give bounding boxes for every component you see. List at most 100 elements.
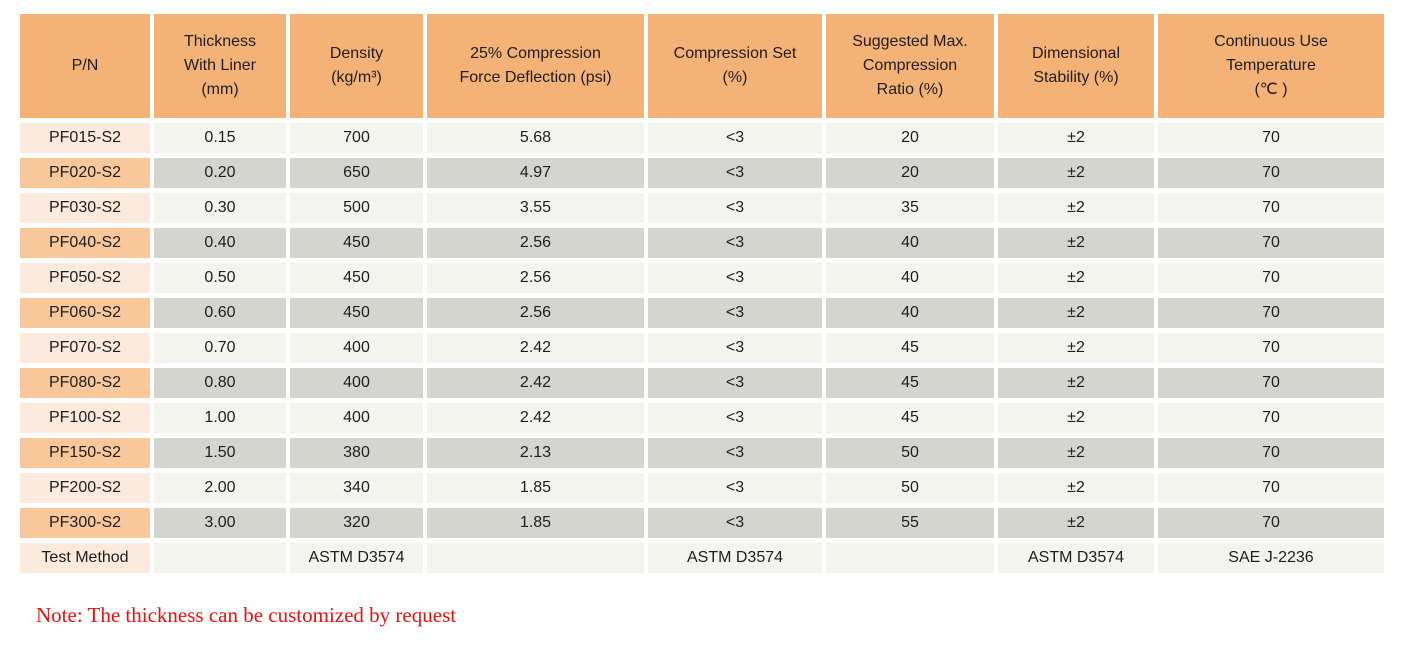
value-cell: <3 [648,298,822,328]
value-cell: 400 [290,403,423,433]
value-cell: <3 [648,438,822,468]
value-cell: 70 [1158,298,1384,328]
column-header: Thickness With Liner (mm) [154,14,286,118]
value-cell: 450 [290,298,423,328]
value-cell: ±2 [998,473,1154,503]
table-row: PF100-S2 1.00 400 2.42 <3 45 ±2 70 [20,403,1384,433]
value-cell: 40 [826,298,994,328]
pn-cell: PF040-S2 [20,228,150,258]
table-row: PF015-S2 0.15 700 5.68 <3 20 ±2 70 [20,123,1384,153]
value-cell: 450 [290,228,423,258]
table-row: PF080-S2 0.80 400 2.42 <3 45 ±2 70 [20,368,1384,398]
pn-cell: PF015-S2 [20,123,150,153]
value-cell: <3 [648,193,822,223]
value-cell: 700 [290,123,423,153]
test-method-value-cell [826,543,994,573]
value-cell: 400 [290,333,423,363]
table-row: PF020-S2 0.20 650 4.97 <3 20 ±2 70 [20,158,1384,188]
pn-cell: PF030-S2 [20,193,150,223]
value-cell: ±2 [998,403,1154,433]
value-cell: 40 [826,263,994,293]
value-cell: ±2 [998,193,1154,223]
test-method-row: Test Method ASTM D3574 ASTM D3574 ASTM D357… [20,543,1384,573]
test-method-label-cell: Test Method [20,543,150,573]
value-cell: <3 [648,508,822,538]
value-cell: 70 [1158,158,1384,188]
value-cell: 1.50 [154,438,286,468]
value-cell: 500 [290,193,423,223]
value-cell: 3.00 [154,508,286,538]
value-cell: ±2 [998,368,1154,398]
value-cell: 2.56 [427,298,644,328]
value-cell: 70 [1158,333,1384,363]
test-method-value-cell: SAE J-2236 [1158,543,1384,573]
pn-cell: PF080-S2 [20,368,150,398]
value-cell: 55 [826,508,994,538]
value-cell: 1.00 [154,403,286,433]
value-cell: 2.13 [427,438,644,468]
column-header: Dimensional Stability (%) [998,14,1154,118]
value-cell: ±2 [998,298,1154,328]
value-cell: 70 [1158,193,1384,223]
pn-cell: PF300-S2 [20,508,150,538]
value-cell: 1.85 [427,473,644,503]
value-cell: 2.42 [427,333,644,363]
test-method-value-cell [427,543,644,573]
table-row: PF030-S2 0.30 500 3.55 <3 35 ±2 70 [20,193,1384,223]
value-cell: 70 [1158,473,1384,503]
value-cell: 20 [826,123,994,153]
value-cell: <3 [648,473,822,503]
pn-cell: PF060-S2 [20,298,150,328]
value-cell: 340 [290,473,423,503]
value-cell: 0.15 [154,123,286,153]
value-cell: <3 [648,228,822,258]
value-cell: 0.20 [154,158,286,188]
value-cell: 400 [290,368,423,398]
spec-table-container: P/N Thickness With Liner (mm) Density (kg/… [16,9,1388,578]
table-row: PF040-S2 0.40 450 2.56 <3 40 ±2 70 [20,228,1384,258]
value-cell: 45 [826,368,994,398]
value-cell: 2.56 [427,263,644,293]
value-cell: 20 [826,158,994,188]
value-cell: ±2 [998,508,1154,538]
value-cell: 70 [1158,263,1384,293]
pn-cell: PF050-S2 [20,263,150,293]
thickness-note: Note: The thickness can be customized by… [36,603,457,627]
value-cell: 0.40 [154,228,286,258]
value-cell: ±2 [998,263,1154,293]
column-header: 25% Compression Force Deflection (psi) [427,14,644,118]
value-cell: <3 [648,158,822,188]
pn-cell: PF070-S2 [20,333,150,363]
value-cell: <3 [648,403,822,433]
table-row: PF070-S2 0.70 400 2.42 <3 45 ±2 70 [20,333,1384,363]
value-cell: 45 [826,403,994,433]
value-cell: 70 [1158,508,1384,538]
table-row: PF150-S2 1.50 380 2.13 <3 50 ±2 70 [20,438,1384,468]
value-cell: 0.80 [154,368,286,398]
value-cell: 0.70 [154,333,286,363]
table-row: PF060-S2 0.60 450 2.56 <3 40 ±2 70 [20,298,1384,328]
value-cell: 5.68 [427,123,644,153]
value-cell: 4.97 [427,158,644,188]
value-cell: <3 [648,123,822,153]
value-cell: 70 [1158,123,1384,153]
value-cell: 2.56 [427,228,644,258]
value-cell: 45 [826,333,994,363]
value-cell: 0.30 [154,193,286,223]
value-cell: ±2 [998,123,1154,153]
value-cell: <3 [648,368,822,398]
value-cell: 2.00 [154,473,286,503]
pn-cell: PF020-S2 [20,158,150,188]
column-header: Compression Set (%) [648,14,822,118]
value-cell: <3 [648,263,822,293]
table-header-row: P/N Thickness With Liner (mm) Density (kg/… [20,14,1384,118]
value-cell: 40 [826,228,994,258]
table-row: PF200-S2 2.00 340 1.85 <3 50 ±2 70 [20,473,1384,503]
value-cell: 50 [826,473,994,503]
column-header: Density (kg/m³) [290,14,423,118]
pn-cell: PF100-S2 [20,403,150,433]
value-cell: 2.42 [427,368,644,398]
value-cell: ±2 [998,158,1154,188]
value-cell: 35 [826,193,994,223]
pn-cell: PF200-S2 [20,473,150,503]
